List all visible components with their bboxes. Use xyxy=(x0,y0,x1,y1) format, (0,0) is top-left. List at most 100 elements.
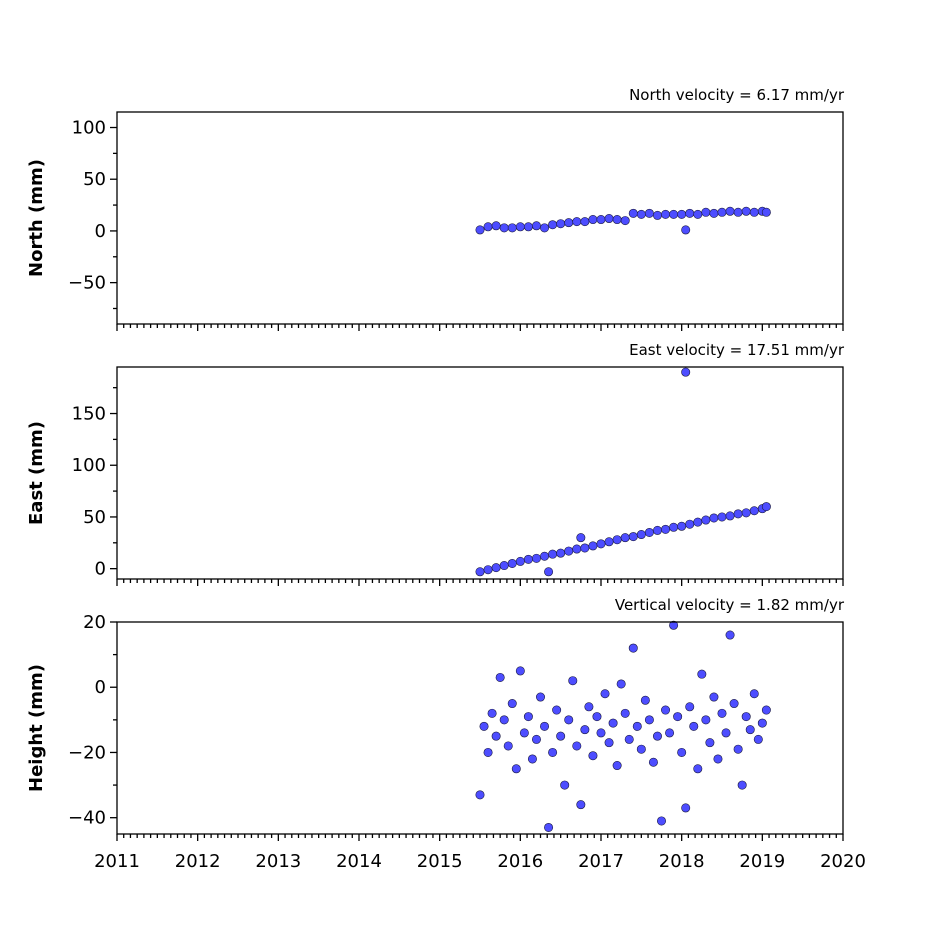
data-point xyxy=(644,715,654,725)
data-point xyxy=(612,761,622,771)
data-point xyxy=(636,744,646,754)
height-panel: Vertical velocity = 1.82 mm/yr Height (m… xyxy=(26,596,866,872)
data-point xyxy=(612,215,622,225)
data-point xyxy=(523,712,533,722)
data-point xyxy=(709,513,719,523)
x-tick-label: 2016 xyxy=(497,851,543,872)
data-point xyxy=(628,208,638,218)
data-point xyxy=(717,207,727,217)
east-axis-ticks: 0 50 100 150 xyxy=(72,387,844,586)
data-point xyxy=(725,630,735,640)
data-point xyxy=(483,747,493,757)
data-point xyxy=(548,220,558,230)
data-point xyxy=(705,738,715,748)
x-tick-label: 2017 xyxy=(578,851,624,872)
north-panel: North velocity = 6.17 mm/yr North (mm) −… xyxy=(26,86,845,331)
x-tick-label: 2018 xyxy=(659,851,705,872)
data-point xyxy=(644,208,654,218)
data-point xyxy=(503,741,513,751)
data-point xyxy=(483,222,493,232)
data-point xyxy=(628,643,638,653)
data-point xyxy=(725,511,735,521)
data-point xyxy=(580,543,590,553)
data-point xyxy=(515,666,525,676)
data-point xyxy=(511,764,521,774)
data-point xyxy=(515,222,525,232)
data-point xyxy=(552,705,562,715)
data-point xyxy=(665,728,675,738)
data-point xyxy=(761,705,771,715)
height-data-points xyxy=(475,620,771,832)
data-point xyxy=(745,725,755,735)
data-point xyxy=(616,679,626,689)
data-point xyxy=(560,780,570,790)
data-point xyxy=(753,734,763,744)
data-point xyxy=(556,731,566,741)
data-point xyxy=(604,214,614,224)
y-tick-label: 20 xyxy=(83,612,106,633)
data-point xyxy=(729,699,739,709)
data-point xyxy=(544,567,554,577)
data-point xyxy=(519,728,529,738)
data-point xyxy=(689,721,699,731)
height-axis-ticks: −40 −20 0 20 2011 2012 2013 2014 2015 2016 2017 201… xyxy=(68,612,866,872)
data-point xyxy=(592,712,602,722)
data-point xyxy=(749,506,759,516)
data-point xyxy=(669,522,679,532)
data-point xyxy=(544,822,554,832)
data-point xyxy=(701,515,711,525)
data-point xyxy=(540,551,550,561)
data-point xyxy=(681,367,691,377)
data-point xyxy=(673,712,683,722)
data-point xyxy=(491,563,501,573)
data-point xyxy=(733,744,743,754)
data-point xyxy=(491,731,501,741)
data-point xyxy=(600,689,610,699)
data-point xyxy=(531,553,541,563)
data-point xyxy=(499,223,509,233)
data-point xyxy=(693,209,703,219)
y-tick-label: 50 xyxy=(83,507,106,528)
data-point xyxy=(681,225,691,235)
x-tick-label: 2012 xyxy=(175,851,221,872)
data-point xyxy=(576,800,586,810)
data-point xyxy=(693,764,703,774)
data-point xyxy=(648,757,658,767)
data-point xyxy=(685,519,695,529)
north-axis-ticks: −50 0 50 100 xyxy=(68,118,844,331)
data-point xyxy=(697,669,707,679)
data-point xyxy=(757,718,767,728)
height-plot-frame xyxy=(116,621,844,835)
east-data-points xyxy=(475,367,771,577)
data-point xyxy=(644,527,654,537)
data-point xyxy=(604,738,614,748)
data-point xyxy=(608,718,618,728)
data-point xyxy=(527,754,537,764)
data-point xyxy=(717,708,727,718)
data-point xyxy=(588,541,598,551)
x-tick-label: 2015 xyxy=(417,851,463,872)
data-point xyxy=(507,223,517,233)
y-tick-label: 0 xyxy=(95,677,106,698)
data-point xyxy=(612,535,622,545)
data-point xyxy=(475,790,485,800)
x-tick-label: 2020 xyxy=(820,851,866,872)
data-point xyxy=(737,780,747,790)
data-point xyxy=(572,741,582,751)
height-ylabel: Height (mm) xyxy=(26,664,47,792)
data-point xyxy=(693,517,703,527)
data-point xyxy=(596,539,606,549)
data-point xyxy=(491,221,501,231)
data-point xyxy=(636,209,646,219)
data-point xyxy=(661,524,671,534)
north-ylabel: North (mm) xyxy=(26,159,47,277)
data-point xyxy=(709,208,719,218)
data-point xyxy=(475,225,485,235)
y-tick-label: 100 xyxy=(72,118,106,139)
data-point xyxy=(531,221,541,231)
north-velocity-title: North velocity = 6.17 mm/yr xyxy=(629,86,845,104)
data-point xyxy=(507,699,517,709)
east-plot-frame xyxy=(116,366,844,580)
x-tick-label: 2011 xyxy=(94,851,140,872)
